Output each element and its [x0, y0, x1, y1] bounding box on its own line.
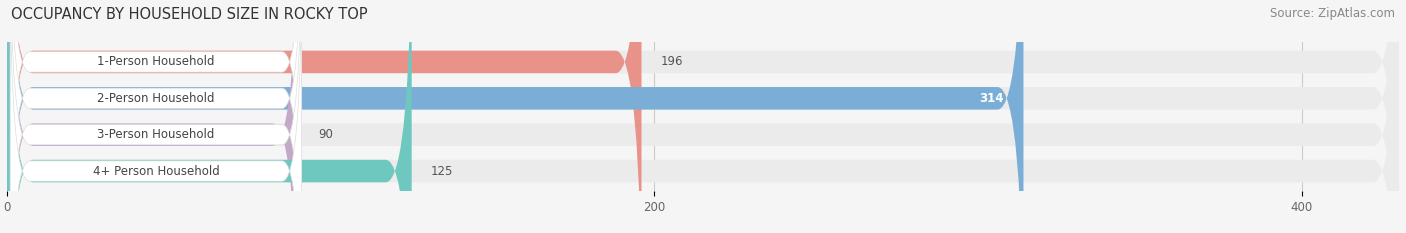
Text: Source: ZipAtlas.com: Source: ZipAtlas.com — [1270, 7, 1395, 20]
FancyBboxPatch shape — [7, 0, 1399, 233]
Text: 125: 125 — [432, 164, 454, 178]
Text: 1-Person Household: 1-Person Household — [97, 55, 215, 69]
FancyBboxPatch shape — [7, 0, 1399, 233]
Text: 3-Person Household: 3-Person Household — [97, 128, 215, 141]
FancyBboxPatch shape — [10, 0, 302, 233]
Text: 196: 196 — [661, 55, 683, 69]
FancyBboxPatch shape — [10, 0, 302, 233]
Text: 4+ Person Household: 4+ Person Household — [93, 164, 219, 178]
FancyBboxPatch shape — [7, 0, 641, 233]
FancyBboxPatch shape — [7, 0, 1399, 233]
Text: 314: 314 — [980, 92, 1004, 105]
FancyBboxPatch shape — [7, 0, 412, 233]
FancyBboxPatch shape — [7, 0, 1399, 233]
FancyBboxPatch shape — [10, 0, 302, 233]
Text: 90: 90 — [318, 128, 333, 141]
Text: 2-Person Household: 2-Person Household — [97, 92, 215, 105]
Text: OCCUPANCY BY HOUSEHOLD SIZE IN ROCKY TOP: OCCUPANCY BY HOUSEHOLD SIZE IN ROCKY TOP — [11, 7, 368, 22]
FancyBboxPatch shape — [7, 0, 1024, 233]
FancyBboxPatch shape — [10, 0, 302, 233]
FancyBboxPatch shape — [7, 0, 298, 233]
